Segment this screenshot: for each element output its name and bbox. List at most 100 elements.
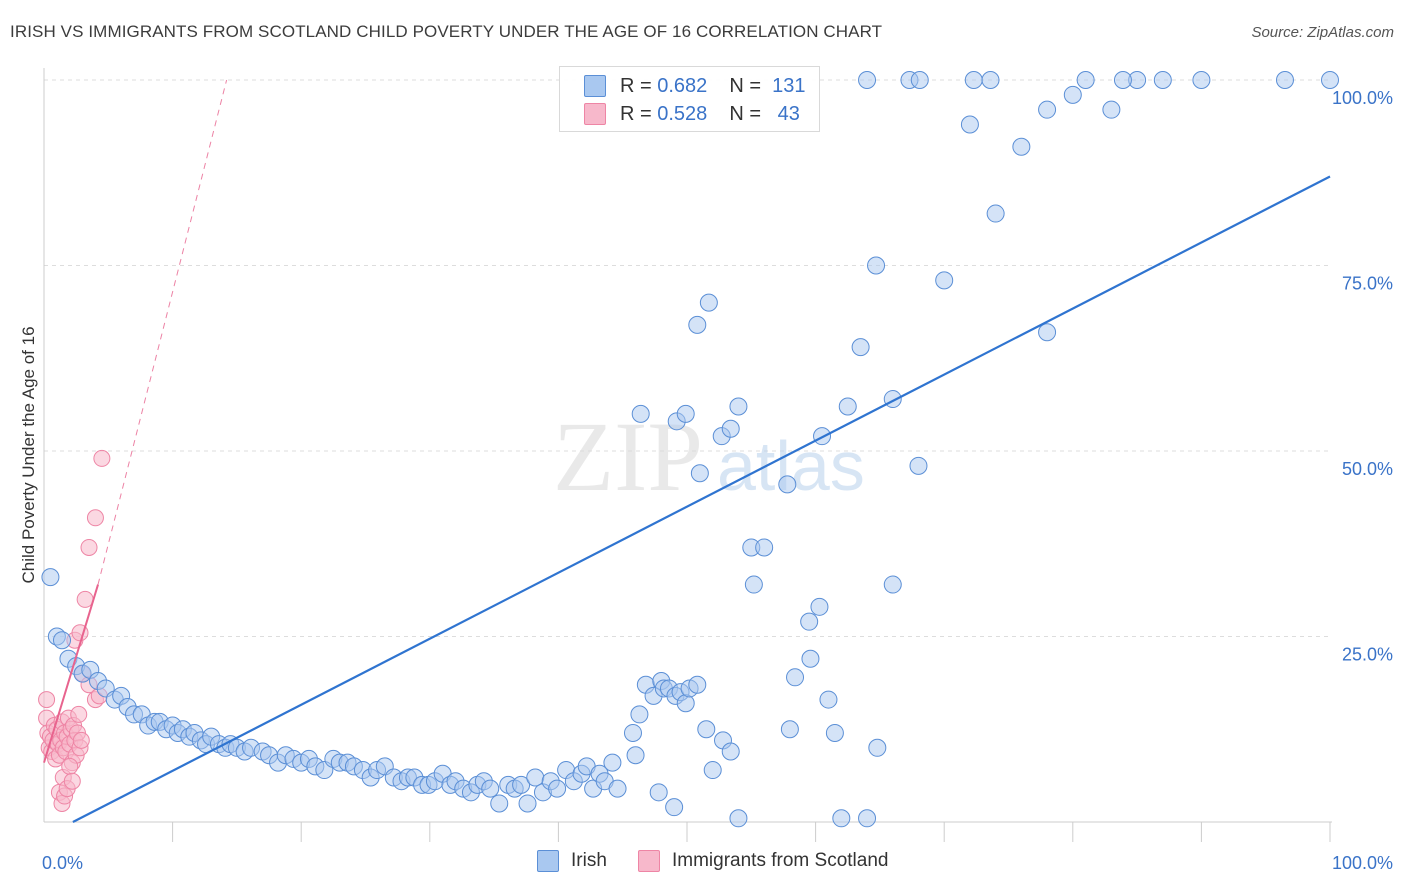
irish-point [623, 723, 642, 742]
irish-point [867, 256, 886, 275]
y-tick-label: 75.0% [1342, 274, 1393, 294]
irish-point [1113, 71, 1132, 89]
scotland-point [38, 691, 56, 709]
irish-point [721, 742, 740, 761]
scotland-points [38, 449, 111, 812]
irish-point [825, 723, 844, 742]
irish-point [858, 809, 877, 828]
irish-point [518, 794, 537, 813]
irish-point [780, 720, 799, 739]
irish-point [676, 404, 695, 423]
irish-point [1038, 323, 1057, 342]
irish-point [1076, 71, 1095, 89]
irish-point [909, 456, 928, 475]
bottom-swatch-irish [537, 850, 559, 872]
irish-point [1063, 85, 1082, 104]
irish-point [688, 675, 707, 694]
bottom-legend-scotland: Immigrants from Scotland [638, 850, 888, 872]
y-tick-label: 100.0% [1332, 88, 1393, 108]
scotland-point [72, 731, 90, 749]
irish-point [690, 464, 709, 483]
scotland-trendline [43, 584, 99, 763]
legend-irish-n-label: N = [729, 74, 761, 97]
legend-row-scotland: R = 0.528 N = 43 [584, 101, 800, 127]
legend-swatch-irish [584, 75, 606, 97]
irish-point [1102, 100, 1121, 119]
legend-irish-r-value: 0.682 [657, 74, 708, 97]
legend-scot-n-label: N = [729, 102, 761, 125]
irish-point [721, 419, 740, 438]
irish-point [688, 315, 707, 334]
irish-point [935, 271, 954, 290]
irish-point [810, 597, 829, 616]
gridlines [44, 79, 1332, 637]
irish-point [512, 775, 531, 794]
bottom-legend-irish-label: Irish [571, 850, 607, 871]
irish-point [1012, 137, 1031, 156]
irish-point [626, 746, 645, 765]
bottom-legend-irish: Irish [537, 850, 607, 872]
irish-point [649, 783, 668, 802]
irish-point [868, 738, 887, 757]
legend-scot-r-value: 0.528 [657, 102, 708, 125]
irish-point [729, 397, 748, 416]
source-label: Source: ZipAtlas.com [1251, 24, 1394, 41]
scotland-trendline-extension [97, 79, 228, 585]
irish-point [703, 761, 722, 780]
irish-point [631, 404, 650, 423]
irish-point [1275, 71, 1294, 89]
legend-scot-r-label: R = [620, 102, 652, 125]
scotland-point [86, 509, 104, 527]
irish-point [858, 71, 877, 89]
bottom-legend-scotland-label: Immigrants from Scotland [672, 850, 889, 871]
scotland-point [61, 757, 79, 775]
y-tick-label: 50.0% [1342, 459, 1393, 479]
irish-point [986, 204, 1005, 223]
irish-point [729, 809, 748, 828]
irish-point [819, 690, 838, 709]
scotland-point [93, 449, 111, 467]
irish-trendline [72, 175, 1331, 823]
irish-point [1192, 71, 1211, 89]
irish-point [786, 668, 805, 687]
watermark-atlas: atlas [717, 427, 865, 505]
irish-point [910, 71, 929, 89]
irish-point [548, 779, 567, 798]
scotland-point [76, 590, 94, 608]
scotland-point [63, 772, 81, 790]
bottom-swatch-scotland [638, 850, 660, 872]
irish-point [838, 397, 857, 416]
irish-point [1038, 100, 1057, 119]
legend-scot-n-value: 43 [777, 102, 800, 125]
irish-point [481, 779, 500, 798]
irish-point [851, 338, 870, 357]
scotland-point [80, 538, 98, 556]
irish-point [800, 612, 819, 631]
irish-point [697, 720, 716, 739]
irish-point [981, 71, 1000, 89]
x-tick-label: 0.0% [42, 853, 83, 873]
scotland-point [70, 705, 88, 723]
legend-row-irish: R = 0.682 N = 131 [584, 73, 806, 99]
trendlines [43, 79, 1331, 823]
irish-point [603, 753, 622, 772]
irish-point [490, 794, 509, 813]
irish-points [41, 71, 1339, 828]
watermark: ZIP atlas [553, 401, 865, 512]
correlation-legend: R = 0.682 N = 131 R = 0.528 N = 43 [559, 66, 820, 132]
irish-point [630, 705, 649, 724]
irish-point [832, 809, 851, 828]
irish-point [665, 798, 684, 817]
legend-swatch-scotland [584, 103, 606, 125]
irish-point [964, 71, 983, 89]
irish-point [778, 475, 797, 494]
x-tick-label: 100.0% [1332, 853, 1393, 873]
legend-irish-n-value: 131 [772, 74, 806, 97]
tick-labels: 25.0% 50.0% 75.0% 100.0% 0.0% 100.0% [42, 88, 1393, 873]
irish-point [755, 538, 774, 557]
irish-point [1321, 71, 1339, 89]
irish-point [526, 768, 545, 787]
chart-title: IRISH VS IMMIGRANTS FROM SCOTLAND CHILD … [10, 22, 883, 41]
y-axis-label: Child Poverty Under the Age of 16 [19, 326, 38, 583]
